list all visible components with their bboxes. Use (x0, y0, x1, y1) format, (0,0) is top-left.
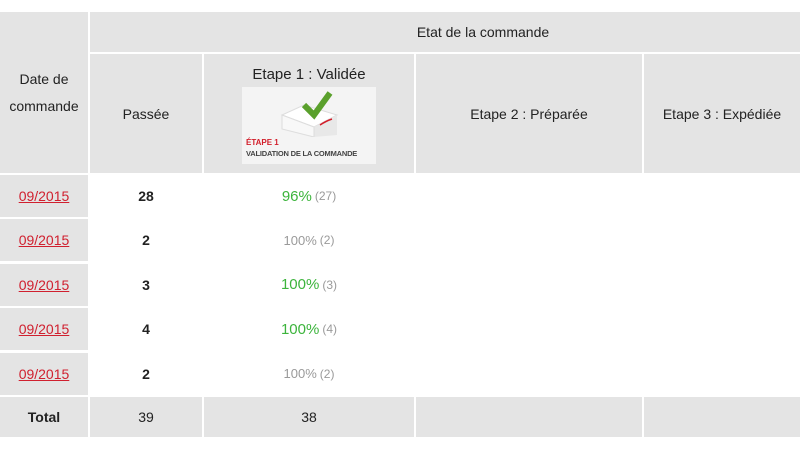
image-caption-2: VALIDATION DE LA COMMANDE (246, 148, 358, 158)
group-title: Etat de la commande (416, 24, 550, 40)
order-date-link[interactable]: 09/2015 (18, 321, 70, 338)
total-step1-value: 38 (301, 409, 317, 425)
order-status-group-header: Etat de la commande (90, 12, 800, 52)
step1-cell: 100% (3) (204, 263, 414, 306)
date-cell: 09/2015 (0, 352, 88, 395)
passee-cell: 2 (90, 352, 202, 395)
passee-cell: 2 (90, 219, 202, 262)
step1-count: (2) (319, 233, 335, 248)
date-header-line1: Date de (19, 70, 69, 87)
step1-percent: 96% (281, 187, 312, 205)
step3-header: Etape 3 : Expédiée (644, 54, 800, 173)
step2-header: Etape 2 : Préparée (416, 54, 642, 173)
passee-cell: 3 (90, 263, 202, 306)
step1-cell: 100% (2) (204, 219, 414, 262)
date-header-line2: commande (9, 97, 79, 114)
passee-cell: 28 (90, 175, 202, 217)
step1-count: (27) (314, 189, 337, 203)
step1-cell: 100% (4) (204, 308, 414, 351)
passee-value: 2 (142, 232, 150, 249)
step1-count: (2) (319, 366, 335, 381)
order-date-link[interactable]: 09/2015 (18, 276, 70, 293)
total-step2 (416, 397, 642, 437)
step1-label: Etape 1 : Validée (252, 65, 366, 83)
total-label-cell: Total (0, 397, 88, 437)
step1-count: (4) (322, 322, 338, 337)
ballot-box-check-icon (280, 90, 339, 138)
passee-value: 3 (142, 276, 150, 293)
image-caption-1: ÉTAPE 1 (246, 137, 279, 147)
step1-cell: 96% (27) (204, 175, 414, 217)
step1-percent: 100% (283, 232, 317, 248)
step1-cell: 100% (2) (204, 352, 414, 395)
order-date-link[interactable]: 09/2015 (18, 365, 70, 382)
step1-header: Etape 1 : Validée ÉTAPE 1 VALIDATION DE … (204, 54, 414, 173)
date-cell: 09/2015 (0, 175, 88, 217)
total-passee: 39 (90, 397, 202, 437)
total-passee-value: 39 (138, 409, 154, 425)
date-cell: 09/2015 (0, 219, 88, 262)
passee-value: 2 (142, 365, 150, 382)
passee-label: Passée (122, 105, 170, 122)
step1-percent: 100% (283, 366, 317, 382)
step1-percent: 100% (280, 276, 320, 294)
step3-label: Etape 3 : Expédiée (662, 105, 782, 122)
passee-value: 28 (138, 188, 154, 204)
date-cell: 09/2015 (0, 308, 88, 351)
passee-cell: 4 (90, 308, 202, 351)
step2-label: Etape 2 : Préparée (470, 105, 588, 122)
step1-validation-image: ÉTAPE 1 VALIDATION DE LA COMMANDE (242, 86, 376, 164)
step1-percent: 100% (280, 320, 320, 338)
date-column-header: Date de commande (0, 12, 88, 173)
passee-value: 4 (142, 321, 150, 338)
passee-header: Passée (90, 54, 202, 173)
total-label: Total (27, 409, 61, 425)
date-cell: 09/2015 (0, 263, 88, 306)
step1-count: (3) (322, 277, 338, 292)
order-date-link[interactable]: 09/2015 (18, 188, 70, 204)
total-step3 (644, 397, 800, 437)
order-date-link[interactable]: 09/2015 (18, 232, 70, 249)
total-step1: 38 (204, 397, 414, 437)
